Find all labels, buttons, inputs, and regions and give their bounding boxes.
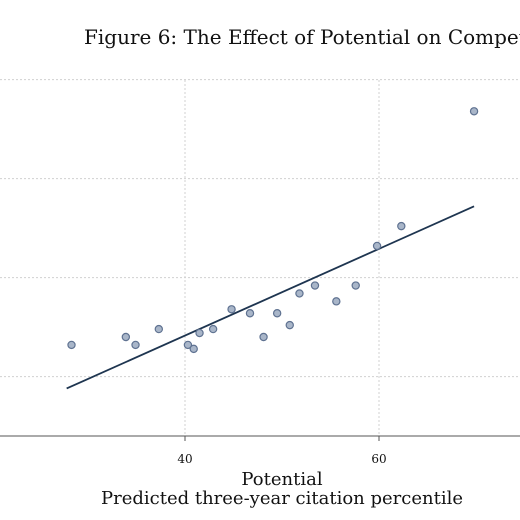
x-tick-label-1: 60 xyxy=(371,452,386,466)
data-point-13 xyxy=(295,289,304,298)
data-points xyxy=(67,107,479,354)
data-point-11 xyxy=(272,309,282,318)
data-point-15 xyxy=(332,297,341,306)
data-point-10 xyxy=(259,332,268,342)
x-axis-label: Potential xyxy=(241,469,322,490)
fit-line xyxy=(66,205,475,390)
data-point-9 xyxy=(245,309,255,318)
data-point-12 xyxy=(285,320,294,330)
data-point-0 xyxy=(67,340,76,350)
data-point-6 xyxy=(195,328,204,338)
data-point-14 xyxy=(310,281,320,290)
data-point-1 xyxy=(121,332,131,342)
data-point-16 xyxy=(351,281,360,290)
data-point-5 xyxy=(189,344,198,354)
data-point-7 xyxy=(208,324,218,334)
x-ticks: 40 60 xyxy=(177,436,387,466)
data-point-4 xyxy=(183,340,193,350)
data-point-18 xyxy=(397,221,406,231)
x-tick-label-0: 40 xyxy=(177,452,192,466)
grid xyxy=(0,79,520,436)
data-point-8 xyxy=(227,305,236,314)
data-point-2 xyxy=(131,340,140,350)
x-axis-sublabel: Predicted three-year citation percentile xyxy=(101,488,463,509)
chart-title: Figure 6: The Effect of Potential on Com… xyxy=(84,25,520,49)
data-point-3 xyxy=(154,324,164,334)
data-point-19 xyxy=(469,107,479,116)
data-point-17 xyxy=(372,241,382,251)
